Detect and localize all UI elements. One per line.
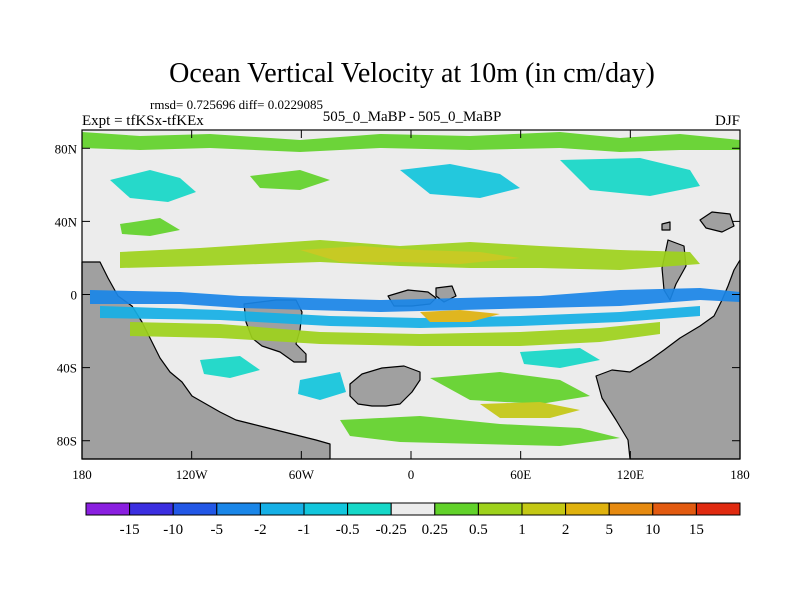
colorbar-label: 0.5 <box>469 522 488 538</box>
colorbar-label: 15 <box>689 522 704 538</box>
colorbar-label: -2 <box>254 522 267 538</box>
patch-south-cyan-c <box>200 356 260 378</box>
y-tick-label: 40S <box>57 361 77 376</box>
colorbar-swatch <box>477 502 523 516</box>
colorbar-swatch <box>521 502 567 516</box>
patch-north-cyan-a <box>110 170 196 202</box>
y-tick-label: 40N <box>55 214 78 229</box>
colorbar-swatch <box>129 502 174 516</box>
colorbar-label: 5 <box>605 522 613 538</box>
colorbar-label: -0.25 <box>376 522 407 538</box>
experiment-label: Expt = tfKSx-tfKEx <box>82 113 204 129</box>
colorbar-swatch <box>172 502 218 516</box>
colorbar-label: -5 <box>211 522 224 538</box>
patch-arctic-green <box>82 132 740 152</box>
patch-north-green-b <box>120 218 180 236</box>
season-label: DJF <box>715 113 740 129</box>
patch-eq-yellow <box>300 246 520 264</box>
colorbar-label: -15 <box>120 522 140 538</box>
colorbar-swatch <box>695 502 741 516</box>
patch-south-cyan-b <box>520 348 600 368</box>
colorbar-label: -0.5 <box>336 522 360 538</box>
x-tick-label: 180 <box>72 467 92 482</box>
colorbar-label: 10 <box>645 522 660 538</box>
x-tick-label: 120W <box>176 467 209 482</box>
chart-title: Ocean Vertical Velocity at 10m (in cm/da… <box>169 58 655 89</box>
x-tick-label: 60E <box>510 467 531 482</box>
colorbar-label: -10 <box>163 522 183 538</box>
x-axis: 180 120W 60W 0 60E 120E 180 <box>72 130 750 482</box>
colorbar-swatch <box>216 502 261 516</box>
colorbar-swatch <box>347 502 392 516</box>
colorbar-swatch <box>608 502 654 516</box>
patch-eq-blue <box>90 288 740 312</box>
patch-eq-orange <box>420 310 500 322</box>
colorbar-swatch <box>259 502 305 516</box>
x-tick-label: 180 <box>730 467 750 482</box>
colorbar-swatch <box>652 502 697 516</box>
center-label: 505_0_MaBP - 505_0_MaBP <box>323 109 502 125</box>
colorbar-swatch <box>303 502 349 516</box>
x-tick-label: 60W <box>289 467 315 482</box>
velocity-anomaly-patches <box>82 132 740 446</box>
colorbar-swatch <box>565 502 610 516</box>
x-tick-label: 120E <box>617 467 645 482</box>
colorbar-label: -1 <box>298 522 311 538</box>
colorbar-label: 1 <box>518 522 526 538</box>
patch-north-cyan-b <box>400 164 520 198</box>
patch-south-cyan-a <box>298 372 346 400</box>
map-area <box>81 129 741 460</box>
stats-line: rmsd= 0.725696 diff= 0.0229085 <box>150 97 323 112</box>
colorbar-swatch <box>85 502 131 516</box>
colorbar-swatch <box>390 502 436 516</box>
y-tick-label: 80N <box>55 141 78 156</box>
colorbar-label: 2 <box>562 522 570 538</box>
patch-south-yellow <box>480 402 580 418</box>
x-tick-label: 0 <box>408 467 415 482</box>
patch-eq-cyan <box>100 306 700 328</box>
y-axis: 80N 40N 0 40S 80S <box>55 141 740 449</box>
patch-north-cyan-c <box>560 158 700 196</box>
patch-south-green-a <box>430 372 590 404</box>
colorbar-swatch <box>434 502 479 516</box>
patch-north-green <box>250 170 330 190</box>
land-small-island <box>661 221 671 231</box>
colorbar-label: 0.25 <box>422 522 448 538</box>
patch-south-green-b <box>340 416 620 446</box>
y-tick-label: 0 <box>71 288 78 303</box>
colorbar: -15 -10 -5 -2 -1 -0.5 -0.25 0.25 0.5 1 2 5 10 15 <box>85 502 741 538</box>
land-south-mid <box>349 365 421 407</box>
y-tick-label: 80S <box>57 434 77 449</box>
land-northeast-island <box>699 211 735 233</box>
patch-eq-green-south <box>130 322 660 346</box>
